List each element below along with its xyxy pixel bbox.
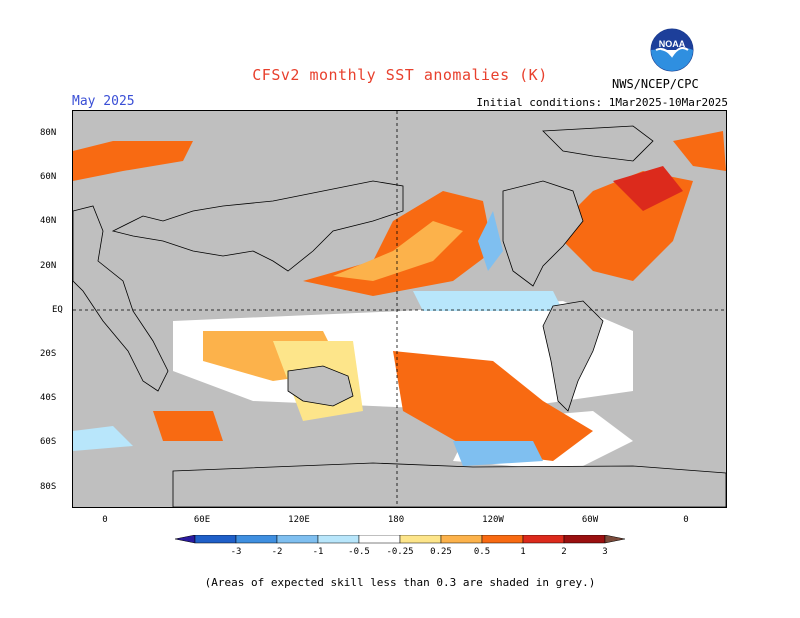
lon-label: 60W — [581, 515, 599, 525]
noaa-logo-text: NOAA — [659, 39, 686, 49]
lon-label: 120E — [288, 515, 310, 525]
lon-label: 0 — [102, 515, 108, 525]
colorbar-swatch — [522, 535, 565, 544]
map-canvas — [73, 111, 726, 507]
lat-label: 40S — [40, 393, 57, 403]
sst-anomaly-map — [72, 110, 727, 508]
lon-label: 0 — [683, 515, 689, 525]
colorbar-tick-label: -3 — [231, 547, 242, 555]
colorbar-tick-label: 2 — [561, 547, 566, 555]
lat-label: 20S — [40, 349, 57, 359]
lon-label: 180 — [387, 515, 405, 525]
colorbar-swatch — [235, 535, 278, 544]
colorbar-tick-label: 0.5 — [474, 547, 490, 555]
lat-label: 20N — [40, 261, 57, 271]
colorbar-arrow-low — [175, 535, 196, 544]
colorbar-tick-label: -2 — [272, 547, 283, 555]
colorbar-swatch — [440, 535, 483, 544]
colorbar-swatch — [481, 535, 524, 544]
colorbar-arrow-high — [604, 535, 625, 544]
lat-label: 60S — [40, 437, 57, 447]
colorbar-tick-label: -0.25 — [386, 547, 413, 555]
colorbar-swatch — [358, 535, 401, 544]
colorbar-swatch — [276, 535, 319, 544]
colorbar-swatch — [399, 535, 442, 544]
lat-label: 80N — [40, 128, 57, 138]
organization-label: NWS/NCEP/CPC — [612, 77, 699, 91]
colorbar-swatch — [194, 535, 237, 544]
colorbar-swatch — [317, 535, 360, 544]
colorbar-swatch — [563, 535, 606, 544]
colorbar-tick-label: -1 — [313, 547, 324, 555]
map-title: CFSv2 monthly SST anomalies (K) — [252, 66, 548, 84]
colorbar-tick-label: -0.5 — [348, 547, 370, 555]
colorbar-tick-label: 0.25 — [430, 547, 452, 555]
lat-label: 80S — [40, 482, 57, 492]
colorbar-tick-label: 3 — [602, 547, 607, 555]
colorbar-tick-label: 1 — [520, 547, 525, 555]
initial-conditions-label: Initial conditions: 1Mar2025-10Mar2025 — [476, 96, 728, 109]
lat-label: 60N — [40, 172, 57, 182]
noaa-logo: NOAA — [650, 28, 694, 72]
lon-label: 120W — [482, 515, 504, 525]
valid-month-label: May 2025 — [72, 94, 135, 109]
footnote: (Areas of expected skill less than 0.3 a… — [204, 576, 596, 589]
lat-label: EQ — [52, 305, 63, 315]
colorbar: -3 -2 -1 -0.5 -0.25 0.25 0.5 1 2 3 — [175, 535, 625, 555]
lon-label: 60E — [193, 515, 211, 525]
lat-label: 40N — [40, 216, 57, 226]
